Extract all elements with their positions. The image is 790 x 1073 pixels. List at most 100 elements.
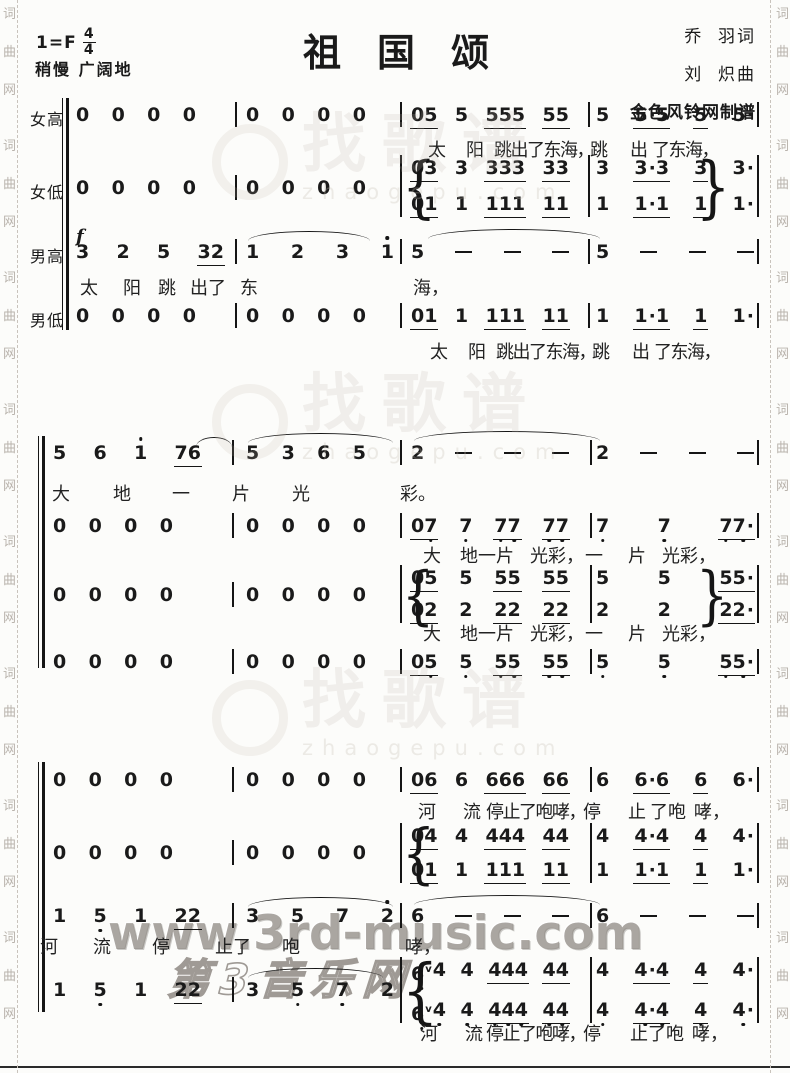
lyric-segment: 一 [585, 624, 603, 645]
lyric-segment: 阳 [123, 278, 141, 299]
left-margin-char: 曲 [3, 837, 17, 852]
note-digit: 7 [335, 905, 350, 927]
measure: 5 5 5 5· [595, 652, 755, 678]
note-cell: 4 [693, 826, 709, 850]
note-digit: 0 [317, 177, 331, 199]
note-digit: 4· [732, 825, 754, 847]
note-cell [736, 443, 755, 457]
augmentation-dot: · [746, 859, 754, 881]
note-digit: 3 [485, 157, 499, 179]
octave-dot-below [420, 1026, 424, 1030]
composer-credit: 刘 炽曲 [684, 65, 756, 85]
octave-dot-below [499, 674, 503, 678]
note-cell: 6 [454, 770, 469, 793]
octave-dot-below [429, 674, 433, 678]
note-digit: 5 [485, 104, 499, 126]
note-digit: 6 [694, 769, 708, 791]
octave-dot-below [547, 1022, 551, 1026]
barline [232, 840, 234, 865]
note-cell: 5 [458, 568, 473, 591]
end-barline [757, 903, 759, 928]
right-margin-char: 词 [776, 931, 790, 946]
barline [235, 303, 237, 328]
note-digit: 4 [460, 959, 474, 981]
note-digit: 1 [134, 979, 148, 1001]
note-digit: 0 [246, 584, 260, 606]
note-cell: 0 [352, 770, 367, 793]
note-cell: 1 [595, 306, 610, 329]
system-start-bar-thick [42, 762, 46, 1012]
note-digit: 4 [432, 959, 446, 981]
note-digit: 5 [556, 652, 569, 678]
note-digit: 1· [732, 859, 754, 881]
lyric-segment: 止 [628, 802, 646, 823]
note-digit: 6 [187, 442, 201, 464]
left-margin-char: 词 [3, 139, 17, 154]
note-digit: 5· [634, 104, 656, 126]
lyric-segment: 跳 [590, 140, 608, 161]
right-margin-char: 网 [776, 347, 790, 362]
note-cell: 1· [732, 306, 755, 329]
octave-dot-below [437, 1022, 442, 1026]
note-digit: 0 [411, 825, 425, 847]
note-cell [688, 242, 707, 256]
right-margin-rail [770, 0, 771, 1073]
barline [232, 649, 234, 674]
dash-mark [736, 915, 754, 917]
slur-arc [248, 433, 393, 444]
lyric-segment: 跳 [592, 342, 610, 363]
note-digit: 3 [596, 157, 610, 179]
note-digit: 7 [424, 516, 437, 542]
octave-dot-below [512, 674, 516, 678]
lyric-segment: 光 [292, 484, 310, 505]
note-cell: 0 [182, 105, 197, 128]
note-digit: 5 [94, 980, 107, 1006]
note-digit: 3 [454, 157, 469, 179]
note-cell: 6 [316, 443, 331, 466]
note-digit: 5 [94, 906, 107, 932]
note-cell: 0 [352, 516, 367, 539]
lyric-segment: 出 [630, 140, 648, 161]
barline [590, 767, 592, 792]
octave-dot-below [741, 538, 746, 542]
lyric-segment: 哮， [405, 937, 441, 958]
barline [400, 565, 402, 623]
note-digit: 1 [454, 859, 469, 881]
end-barline [757, 303, 759, 328]
left-margin-char: 曲 [3, 969, 17, 984]
left-margin-char: 曲 [3, 573, 17, 588]
augmentation-dot: · [648, 999, 656, 1021]
lyric-segment: 了东海， [652, 140, 720, 161]
right-margin-char: 词 [776, 7, 790, 22]
note-digit: 0 [352, 104, 366, 126]
note-digit: 4 [433, 1000, 446, 1026]
note-cell: 2 [380, 900, 395, 929]
note-digit: 2 [424, 599, 438, 621]
note-cell [551, 906, 570, 920]
note-cell: 5· 5 [633, 104, 671, 129]
dash-mark [455, 251, 473, 253]
octave-dot-below [724, 674, 728, 678]
left-margin-char: 词 [3, 799, 17, 814]
octave-dot-below [662, 674, 667, 678]
note-cell: 3· [732, 158, 755, 181]
note-digit: 7 [658, 516, 671, 542]
note-cell: 4· [732, 960, 755, 983]
system-start-bar [62, 98, 64, 330]
note-cell: 1· 1 [633, 194, 671, 218]
note-digit: 6 [555, 769, 569, 791]
note-digit: 0 [411, 769, 425, 791]
barline [400, 440, 402, 465]
note-digit: 5 [498, 104, 512, 126]
octave-dot-below [741, 1022, 745, 1026]
